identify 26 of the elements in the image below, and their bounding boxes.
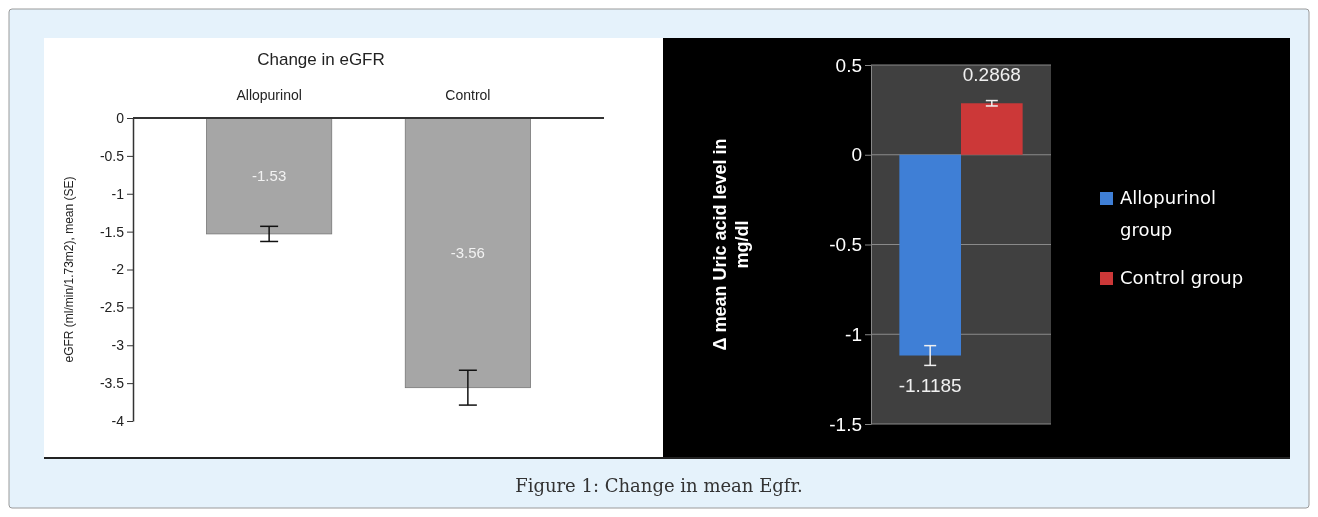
y-axis-title: eGFR (ml/min/1.73m2), mean (SE) <box>62 176 76 363</box>
y-tick-label: -1.5 <box>99 223 125 240</box>
legend-label: Control group <box>1120 267 1244 288</box>
x-tick-label: Control <box>445 87 491 103</box>
y-tick-label: 0 <box>116 109 125 126</box>
data-label: 0.2868 <box>962 64 1021 86</box>
y-tick-label: -3 <box>111 337 125 354</box>
chart-title: Change in eGFR <box>257 50 385 69</box>
y-axis-title: Δ mean Uric acid level in mg/dl <box>710 138 752 351</box>
y-tick-label: -3.5 <box>99 375 125 392</box>
y-tick-label: -0.5 <box>99 147 125 164</box>
y-tick-label: -1.5 <box>829 413 862 435</box>
y-tick-label: -2 <box>111 261 125 278</box>
y-tick-label: -1 <box>111 185 125 202</box>
y-tick-label: 0.5 <box>835 54 862 76</box>
y-tick-label: 0 <box>851 144 862 166</box>
legend-label: Allopurinol group <box>1120 187 1216 240</box>
data-label: -1.1185 <box>898 374 962 396</box>
y-tick-label: -4 <box>111 412 125 429</box>
y-tick-label: -0.5 <box>829 234 862 256</box>
x-tick-label: Allopurinol <box>236 87 302 103</box>
caption: Figure 1: Change in mean Egfr. <box>515 475 803 496</box>
y-tick-label: -2.5 <box>99 299 125 316</box>
y-tick-label: -1 <box>845 323 862 345</box>
data-label: -1.53 <box>252 166 287 184</box>
data-label: -3.56 <box>450 243 485 261</box>
